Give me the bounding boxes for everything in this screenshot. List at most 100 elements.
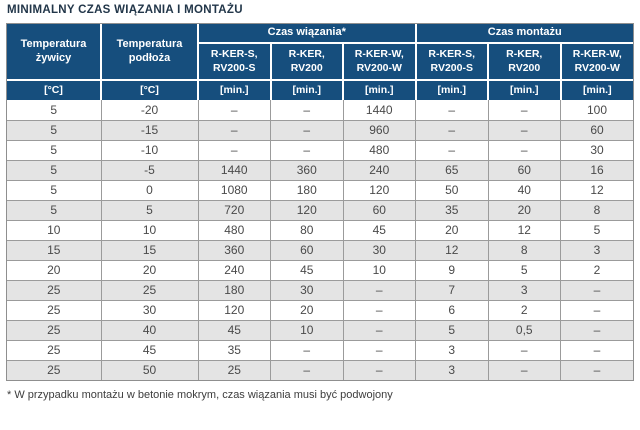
table-cell: 5 xyxy=(415,319,489,341)
table-cell: 0 xyxy=(100,179,199,201)
table-cell: – xyxy=(342,319,417,341)
header-temp-resin: Temperatura żywicy xyxy=(7,24,102,81)
table-cell: 35 xyxy=(197,339,271,361)
table-cell: – xyxy=(270,359,344,380)
header-product-rker-installation: R-KER, RV200 xyxy=(487,42,562,81)
table-cell: 16 xyxy=(560,159,634,181)
table-cell: – xyxy=(197,119,271,141)
table-cell: 9 xyxy=(415,259,489,281)
table-cell: – xyxy=(270,339,344,361)
header-product-rkers-binding: R-KER-S, RV200-S xyxy=(198,42,272,81)
table-cell: 10 xyxy=(100,219,199,241)
header-product-row: R-KER-S, RV200-S R-KER, RV200 R-KER-W, R… xyxy=(7,42,634,81)
table-row: 5 -5 1440 360 240 65 60 16 xyxy=(7,159,634,181)
table-cell: 5 xyxy=(487,259,562,281)
table-cell: 30 xyxy=(560,139,634,161)
page-title: MINIMALNY CZAS WIĄZANIA I MONTAŻU xyxy=(7,4,243,16)
table-cell: 8 xyxy=(487,239,562,261)
table-row: 25 25 180 30–7 3– xyxy=(7,279,634,301)
table-cell: – xyxy=(487,139,562,161)
table-row: 5 -15– –960– –60 xyxy=(7,119,634,141)
table-cell: 20 xyxy=(487,199,562,221)
table-cell: 2 xyxy=(487,299,562,321)
table-cell: – xyxy=(487,339,562,361)
table-cell: 5 xyxy=(7,179,102,201)
table-cell: 35 xyxy=(415,199,489,221)
unit-celsius: [°C] xyxy=(100,79,199,100)
table-cell: 5 xyxy=(7,119,102,141)
table-cell: – xyxy=(487,119,562,141)
table-cell: 60 xyxy=(342,199,417,221)
table-cell: 12 xyxy=(487,219,562,241)
table-cell: 40 xyxy=(487,179,562,201)
table-cell: 2 xyxy=(560,259,634,281)
table-cell: 12 xyxy=(560,179,634,201)
table-cell: – xyxy=(560,339,634,361)
table-cell: 360 xyxy=(270,159,344,181)
table-cell: – xyxy=(560,299,634,321)
table-cell: 180 xyxy=(197,279,271,301)
table-row: 25 30 120 20–6 2– xyxy=(7,299,634,321)
table-cell: – xyxy=(560,359,634,380)
table-cell: – xyxy=(197,100,271,121)
table-cell: 120 xyxy=(342,179,417,201)
table-cell: 480 xyxy=(342,139,417,161)
table-row: 25 40 45 10–5 0,5– xyxy=(7,319,634,341)
table-cell: 45 xyxy=(197,319,271,341)
header-product-rkers-installation: R-KER-S, RV200-S xyxy=(414,42,490,81)
table-cell: 0,5 xyxy=(487,319,562,341)
table-cell: 30 xyxy=(270,279,344,301)
table-cell: 960 xyxy=(342,119,417,141)
table-cell: 80 xyxy=(270,219,344,241)
table-cell: – xyxy=(270,139,344,161)
unit-minutes: [min.] xyxy=(197,79,272,100)
table-cell: -20 xyxy=(100,100,199,121)
table-cell: 25 xyxy=(7,299,102,321)
table-cell: 3 xyxy=(415,359,489,380)
table-cell: 120 xyxy=(197,299,271,321)
table-cell: 120 xyxy=(270,199,344,221)
table-row: 15 15 360 60 30 12 8 3 xyxy=(7,239,634,261)
table-row: 5 -20– –1440– –100 xyxy=(7,100,634,121)
table-cell: – xyxy=(342,339,417,361)
unit-minutes: [min.] xyxy=(559,79,634,100)
header-product-rkerw-binding: R-KER-W, RV200-W xyxy=(342,42,417,81)
table-cell: -15 xyxy=(100,119,199,141)
table-cell: – xyxy=(342,299,417,321)
table-cell: 100 xyxy=(560,100,634,121)
table-cell: 20 xyxy=(270,299,344,321)
header-temp-substrate: Temperatura podłoża xyxy=(100,24,199,81)
header-product-rkerw-installation: R-KER-W, RV200-W xyxy=(559,42,634,81)
header-product-rker-binding: R-KER, RV200 xyxy=(269,42,344,81)
table-cell: 15 xyxy=(7,239,102,261)
table-cell: 480 xyxy=(197,219,271,241)
table-cell: – xyxy=(415,139,489,161)
table-cell: 50 xyxy=(100,359,199,380)
table-header: Temperatura żywicy Temperatura podłoża C… xyxy=(7,24,634,100)
table-row: 20 20 240 45 10 9 5 2 xyxy=(7,259,634,281)
table-body: 5 -20– –1440– –100 5 -15– –960– –60 5 -10– –480– –3… xyxy=(7,100,634,380)
table-cell: – xyxy=(415,100,489,121)
table-row: 5 5 720 120 60 35 20 8 xyxy=(7,199,634,221)
table-cell: -10 xyxy=(100,139,199,161)
table-cell: 15 xyxy=(100,239,199,261)
table-cell: 60 xyxy=(270,239,344,261)
table-cell: 240 xyxy=(342,159,417,181)
table-cell: 25 xyxy=(7,279,102,301)
table-cell: 60 xyxy=(487,159,562,181)
table-cell: 1080 xyxy=(197,179,271,201)
table-cell: 240 xyxy=(197,259,271,281)
table-cell: 1440 xyxy=(342,100,417,121)
data-table-container: Temperatura żywicy Temperatura podłoża C… xyxy=(6,23,634,381)
table-cell: – xyxy=(415,119,489,141)
table-row: 25 50 25– –3– – xyxy=(7,359,634,380)
table-cell: 45 xyxy=(342,219,417,241)
unit-celsius: [°C] xyxy=(7,79,102,100)
table-cell: 5 xyxy=(560,219,634,241)
table-cell: 5 xyxy=(7,159,102,181)
header-group-row: Temperatura żywicy Temperatura podłoża C… xyxy=(7,24,634,81)
table-cell: 5 xyxy=(7,199,102,221)
header-group-installation-time: Czas montażu xyxy=(414,24,634,44)
unit-minutes: [min.] xyxy=(342,79,417,100)
table-cell: – xyxy=(197,139,271,161)
